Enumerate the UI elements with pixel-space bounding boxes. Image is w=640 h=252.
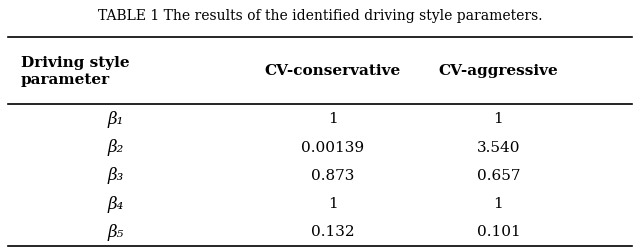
Text: β₂: β₂ [108, 139, 124, 155]
Text: 3.540: 3.540 [477, 140, 520, 154]
Text: CV-conservative: CV-conservative [264, 64, 401, 78]
Text: 1: 1 [493, 112, 503, 126]
Text: 0.132: 0.132 [311, 225, 355, 239]
Text: β₃: β₃ [108, 167, 124, 184]
Text: 0.657: 0.657 [477, 168, 520, 182]
Text: β₅: β₅ [108, 223, 124, 240]
Text: β₁: β₁ [108, 110, 124, 127]
Text: 1: 1 [328, 112, 338, 126]
Text: CV-aggressive: CV-aggressive [438, 64, 558, 78]
Text: β₄: β₄ [108, 195, 124, 212]
Text: 0.873: 0.873 [311, 168, 355, 182]
Text: 0.00139: 0.00139 [301, 140, 364, 154]
Text: 0.101: 0.101 [477, 225, 520, 239]
Text: 1: 1 [493, 196, 503, 210]
Text: TABLE 1 The results of the identified driving style parameters.: TABLE 1 The results of the identified dr… [98, 9, 542, 23]
Text: 1: 1 [328, 196, 338, 210]
Text: Driving style
parameter: Driving style parameter [20, 56, 129, 87]
